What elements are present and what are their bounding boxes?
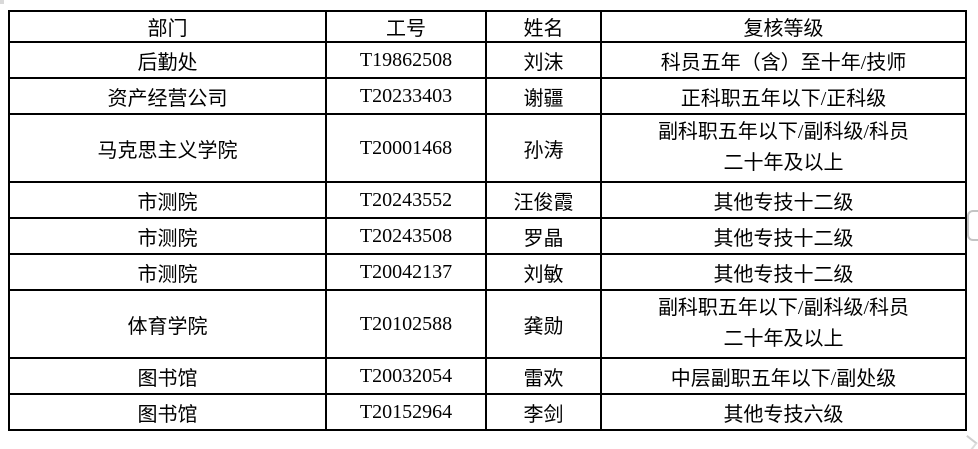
table-row: 资产经营公司 T20233403 谢疆 正科职五年以下/正科级 (8, 77, 967, 115)
cell-department: 体育学院 (8, 289, 327, 359)
cell-name: 龚勋 (485, 289, 602, 359)
header-review-level: 复核等级 (600, 10, 967, 43)
header-employee-id: 工号 (325, 10, 487, 43)
cell-name: 刘沫 (485, 41, 602, 79)
cell-employee-id: T20243552 (325, 181, 487, 219)
table-row: 市测院 T20243508 罗晶 其他专技十二级 (8, 217, 967, 255)
table-header-row: 部门 工号 姓名 复核等级 (8, 10, 967, 43)
cell-employee-id: T20032054 (325, 357, 487, 395)
cell-department: 市测院 (8, 217, 327, 255)
cell-employee-id: T20102588 (325, 289, 487, 359)
cell-review-level: 其他专技十二级 (600, 253, 967, 291)
cell-review-level: 其他专技十二级 (600, 181, 967, 219)
cell-department: 资产经营公司 (8, 77, 327, 115)
cell-department: 市测院 (8, 253, 327, 291)
cell-review-level: 中层副职五年以下/副处级 (600, 357, 967, 395)
header-department: 部门 (8, 10, 327, 43)
cell-department: 市测院 (8, 181, 327, 219)
cell-department: 图书馆 (8, 357, 327, 395)
cell-review-level: 其他专技十二级 (600, 217, 967, 255)
cell-name: 谢疆 (485, 77, 602, 115)
cell-employee-id: T20152964 (325, 393, 487, 431)
cell-department: 图书馆 (8, 393, 327, 431)
header-name: 姓名 (485, 10, 602, 43)
table-row: 体育学院 T20102588 龚勋 副科职五年以下/副科级/科员 二十年及以上 (8, 289, 967, 359)
table-row: 图书馆 T20032054 雷欢 中层副职五年以下/副处级 (8, 357, 967, 395)
review-level-table: 部门 工号 姓名 复核等级 后勤处 T19862508 刘沫 科员五年（含）至十… (8, 10, 967, 431)
clipped-ui-artifact-topleft (0, 0, 4, 4)
table-row: 后勤处 T19862508 刘沫 科员五年（含）至十年/技师 (8, 41, 967, 79)
cell-review-level: 科员五年（含）至十年/技师 (600, 41, 967, 79)
clipped-ui-artifact-right (967, 210, 978, 241)
cell-name: 罗晶 (485, 217, 602, 255)
cell-name: 雷欢 (485, 357, 602, 395)
table-row: 市测院 T20243552 汪俊霞 其他专技十二级 (8, 181, 967, 219)
cell-employee-id: T20001468 (325, 113, 487, 183)
cell-employee-id: T20042137 (325, 253, 487, 291)
cell-review-level: 其他专技六级 (600, 393, 967, 431)
table-row: 市测院 T20042137 刘敏 其他专技十二级 (8, 253, 967, 291)
cell-review-level: 正科职五年以下/正科级 (600, 77, 967, 115)
cell-department: 后勤处 (8, 41, 327, 79)
cell-name: 李剑 (485, 393, 602, 431)
cell-review-level: 副科职五年以下/副科级/科员 二十年及以上 (600, 113, 967, 183)
clipped-ui-artifact-corner (961, 435, 978, 449)
cell-name: 孙涛 (485, 113, 602, 183)
cell-department: 马克思主义学院 (8, 113, 327, 183)
cell-employee-id: T19862508 (325, 41, 487, 79)
table-row: 马克思主义学院 T20001468 孙涛 副科职五年以下/副科级/科员 二十年及… (8, 113, 967, 183)
cell-employee-id: T20233403 (325, 77, 487, 115)
cell-name: 汪俊霞 (485, 181, 602, 219)
cell-review-level: 副科职五年以下/副科级/科员 二十年及以上 (600, 289, 967, 359)
table-row: 图书馆 T20152964 李剑 其他专技六级 (8, 393, 967, 431)
cell-name: 刘敏 (485, 253, 602, 291)
cell-employee-id: T20243508 (325, 217, 487, 255)
